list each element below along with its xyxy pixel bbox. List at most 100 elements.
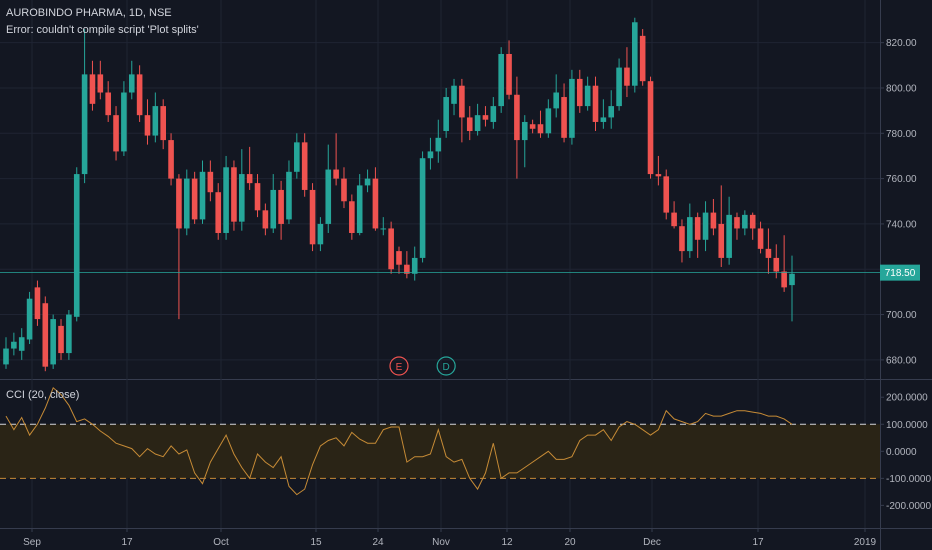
candle-body[interactable] <box>647 81 654 175</box>
candle-body[interactable] <box>482 115 489 120</box>
cci-line[interactable] <box>5 386 793 496</box>
candle-body[interactable] <box>537 124 544 134</box>
candle-body[interactable] <box>616 67 622 107</box>
candle-body[interactable] <box>702 212 709 240</box>
candle-body[interactable] <box>89 74 96 104</box>
candle-body[interactable] <box>411 257 418 274</box>
candle-body[interactable] <box>506 53 512 95</box>
candle-body[interactable] <box>286 171 292 220</box>
event-marker[interactable] <box>436 356 456 376</box>
candle-body[interactable] <box>592 85 599 122</box>
candle-body[interactable] <box>789 273 795 286</box>
candle-body[interactable] <box>66 314 72 354</box>
candle-body[interactable] <box>388 228 394 270</box>
candle-body[interactable] <box>663 176 670 213</box>
candle-body[interactable] <box>624 67 630 86</box>
candle-body[interactable] <box>671 212 677 227</box>
candle-body[interactable] <box>679 226 685 252</box>
candle-body[interactable] <box>364 178 371 186</box>
candle-body[interactable] <box>128 74 135 93</box>
candle-body[interactable] <box>608 106 615 118</box>
candle-body[interactable] <box>97 74 104 93</box>
candle-body[interactable] <box>632 22 638 86</box>
candle-body[interactable] <box>781 271 787 288</box>
candle-body[interactable] <box>749 214 756 229</box>
candle-body[interactable] <box>239 174 245 222</box>
candle-body[interactable] <box>152 106 159 136</box>
candle-body[interactable] <box>144 115 151 136</box>
candle-body[interactable] <box>490 106 497 122</box>
candle-body[interactable] <box>687 217 693 252</box>
candle-body[interactable] <box>404 264 410 274</box>
candle-body[interactable] <box>301 142 308 190</box>
event-marker[interactable] <box>389 356 409 376</box>
candle-body[interactable] <box>215 192 222 233</box>
candle-body[interactable] <box>576 78 583 107</box>
candle-body[interactable] <box>333 169 339 179</box>
candle-body[interactable] <box>584 85 591 107</box>
candle-body[interactable] <box>58 325 64 354</box>
candle-body[interactable] <box>50 319 56 365</box>
candle-body[interactable] <box>270 189 277 229</box>
candle-body[interactable] <box>341 178 347 202</box>
candle-body[interactable] <box>474 115 481 132</box>
candle-body[interactable] <box>160 106 166 141</box>
candle-body[interactable] <box>113 115 119 152</box>
candle-body[interactable] <box>246 174 253 184</box>
candle-body[interactable] <box>191 178 198 220</box>
candle-body[interactable] <box>3 348 9 365</box>
candle-body[interactable] <box>514 94 520 141</box>
candle-body[interactable] <box>183 178 190 229</box>
candle-body[interactable] <box>349 201 355 233</box>
candle-body[interactable] <box>176 178 182 229</box>
candle-body[interactable] <box>443 97 449 132</box>
candle-body[interactable] <box>734 217 740 229</box>
candle-body[interactable] <box>199 171 206 220</box>
candle-body[interactable] <box>207 171 214 193</box>
candle-body[interactable] <box>356 185 363 233</box>
candle-body[interactable] <box>325 169 332 224</box>
candle-body[interactable] <box>278 189 284 224</box>
candle-body[interactable] <box>223 167 229 233</box>
cci-pane[interactable] <box>0 386 880 496</box>
candle-body[interactable] <box>726 214 732 258</box>
candle-body[interactable] <box>529 124 536 129</box>
candle-body[interactable] <box>710 212 717 229</box>
candle-body[interactable] <box>569 78 575 138</box>
candle-body[interactable] <box>765 248 772 258</box>
candle-body[interactable] <box>73 174 80 317</box>
candle-body[interactable] <box>105 92 111 116</box>
candle-body[interactable] <box>121 92 127 152</box>
candle-body[interactable] <box>309 189 316 245</box>
candle-body[interactable] <box>317 223 324 245</box>
candle-body[interactable] <box>372 178 379 229</box>
candle-body[interactable] <box>521 121 528 141</box>
candle-body[interactable] <box>498 53 504 107</box>
candle-body[interactable] <box>435 137 442 152</box>
candle-body[interactable] <box>11 341 17 349</box>
candle-body[interactable] <box>294 142 300 172</box>
candle-body[interactable] <box>639 35 646 82</box>
candle-body[interactable] <box>561 97 567 138</box>
candle-body[interactable] <box>742 214 748 229</box>
candle-body[interactable] <box>419 158 426 258</box>
candle-body[interactable] <box>262 210 269 229</box>
candle-body[interactable] <box>600 117 607 122</box>
candle-body[interactable] <box>254 183 261 211</box>
candle-body[interactable] <box>18 337 25 351</box>
candle-body[interactable] <box>34 287 41 320</box>
candle-body[interactable] <box>231 167 237 222</box>
candle-body[interactable] <box>451 85 457 104</box>
candle-body[interactable] <box>459 85 465 118</box>
candle-body[interactable] <box>396 251 402 265</box>
candle-body[interactable] <box>81 74 88 175</box>
candle-body[interactable] <box>466 117 473 132</box>
candle-body[interactable] <box>42 303 49 367</box>
candle-body[interactable] <box>545 108 552 134</box>
candle-body[interactable] <box>168 140 174 179</box>
candle-body[interactable] <box>757 228 764 249</box>
candle-body[interactable] <box>553 92 559 109</box>
candle-body[interactable] <box>718 223 725 258</box>
